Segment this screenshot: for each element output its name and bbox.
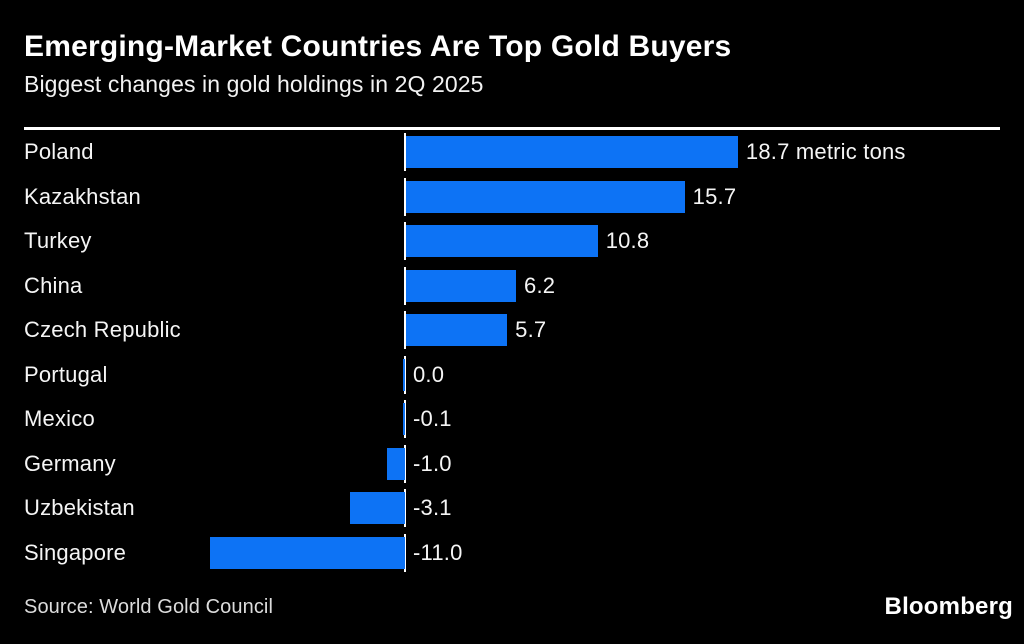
chart-title: Emerging-Market Countries Are Top Gold B… [24,30,732,63]
chart-row: Kazakhstan 15.7 [24,177,1000,222]
value-label: -0.1 [413,406,452,431]
category-label: Mexico [24,406,95,431]
bar [406,225,598,257]
bar [406,136,738,168]
zero-baseline-tick [404,489,406,527]
header-divider-line [24,127,1000,130]
zero-baseline-tick [404,222,406,260]
chart-row: Turkey 10.8 [24,222,1000,266]
category-label: Czech Republic [24,317,181,342]
category-label: Kazakhstan [24,183,141,209]
bloomberg-logo: Bloomberg [884,593,1013,620]
zero-baseline-tick [404,533,406,572]
chart-header: Emerging-Market Countries Are Top Gold B… [24,30,1000,98]
chart-subtitle: Biggest changes in gold holdings in 2Q 2… [24,71,484,97]
chart-row: Czech Republic 5.7 [24,311,1000,355]
category-label: Turkey [24,228,92,253]
bar [406,269,517,302]
bar [349,492,405,524]
category-label: Germany [24,450,116,476]
bar [403,403,405,435]
value-label: 5.7 [515,317,547,342]
category-label: Uzbekistan [24,495,135,520]
bar [209,536,405,569]
bar-chart-area: Poland 18.7 metric tons Kazakhstan 15.7 Turk… [24,133,1000,579]
zero-baseline-tick [404,266,406,305]
zero-baseline-tick [404,400,406,438]
zero-baseline-tick [404,177,406,216]
value-label: 18.7 metric tons [745,139,906,164]
bar [406,314,508,346]
source-note: Source: World Gold Council [24,596,274,618]
bar [403,358,405,391]
value-label: -1.0 [413,450,452,476]
zero-baseline-tick [404,355,406,394]
value-label: -3.1 [413,495,452,520]
category-label: Singapore [24,539,127,565]
chart-row: Uzbekistan -3.1 [24,489,1000,533]
zero-baseline-tick [404,311,406,349]
category-label: China [24,272,83,298]
chart-row: China 6.2 [24,266,1000,311]
bar [406,180,685,213]
zero-baseline-tick [404,444,406,483]
value-label: 15.7 [692,183,737,209]
value-label: 0.0 [413,361,445,387]
category-label: Poland [24,139,94,164]
chart-row: Portugal 0.0 [24,355,1000,400]
category-label: Portugal [24,361,108,387]
value-label: 10.8 [605,228,650,253]
chart-row: Germany -1.0 [24,444,1000,489]
chart-row: Poland 18.7 metric tons [24,133,1000,177]
chart-row: Mexico -0.1 [24,400,1000,444]
value-label: 6.2 [524,272,556,298]
zero-baseline-tick [404,133,406,171]
bar [387,447,405,480]
value-label: -11.0 [413,539,463,565]
chart-row: Singapore -11.0 [24,533,1000,578]
